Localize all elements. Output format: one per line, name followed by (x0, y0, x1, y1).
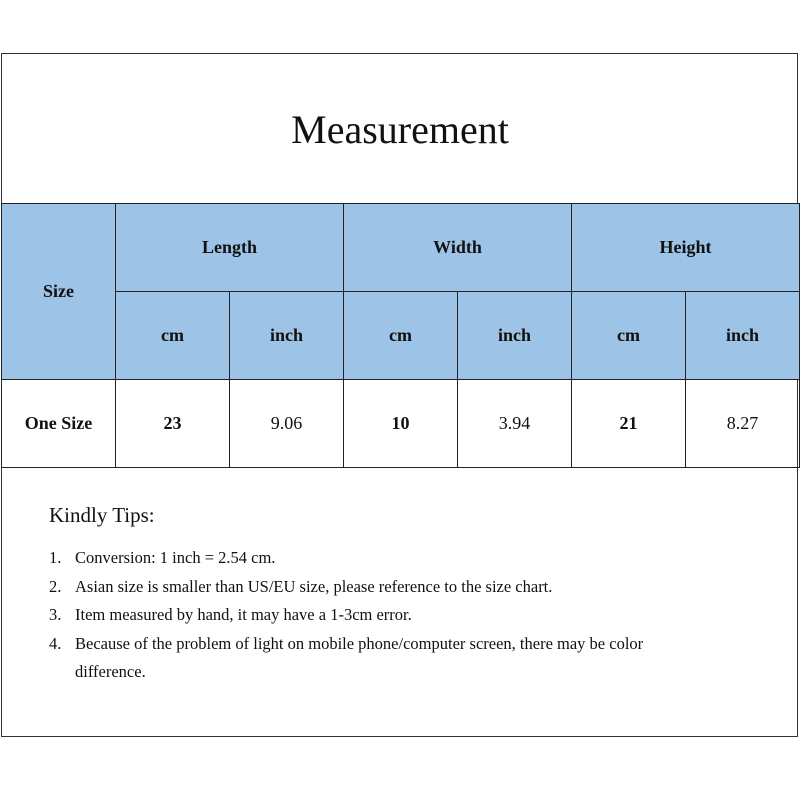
list-item: 3. Item measured by hand, it may have a 1… (49, 601, 665, 630)
item-number: 1. (49, 548, 62, 567)
item-number: 4. (49, 633, 62, 653)
item-text: Conversion: 1 inch = 2.54 cm. (75, 548, 276, 567)
size-cell: One Size (1, 379, 116, 468)
kindly-tips: Kindly Tips: 1. Conversion: 1 inch = 2.54… (49, 500, 665, 687)
item-number: 2. (49, 576, 62, 596)
header-height: Height (571, 203, 800, 292)
list-item: 2. Asian size is smaller than US/EU size,… (49, 573, 665, 602)
unit-header: cm (115, 291, 230, 380)
value-cell: 3.94 (457, 379, 573, 468)
value-cell: 10 (343, 379, 459, 468)
header-width: Width (343, 203, 573, 292)
table-row: One Size 23 9.06 10 3.94 21 8.27 (1, 379, 800, 468)
value-cell: 8.27 (685, 379, 800, 468)
unit-header: inch (228, 291, 345, 380)
list-item: 4. Because of the problem of light on mob… (49, 630, 665, 687)
tips-list: 1. Conversion: 1 inch = 2.54 cm. 2. Asian … (49, 544, 665, 687)
header-length: Length (114, 203, 345, 292)
unit-header: inch (457, 291, 573, 380)
tips-heading: Kindly Tips: (49, 503, 155, 527)
unit-header: inch (685, 291, 800, 380)
unit-header: cm (343, 291, 459, 380)
table-unit-row: cm inch cm inch cm inch (2, 291, 800, 380)
item-text: Item measured by hand, it may have a 1-3… (75, 605, 412, 624)
item-text: Asian size is smaller than US/EU size, p… (75, 576, 553, 596)
unit-header: cm (571, 291, 687, 380)
value-cell: 21 (571, 379, 687, 468)
table-header-row: Size Length Width Height (1, 203, 800, 380)
value-cell: 9.06 (228, 379, 345, 468)
page-title: Measurement (291, 107, 509, 152)
list-item: 1. Conversion: 1 inch = 2.54 cm. (49, 544, 665, 573)
item-text: Because of the problem of light on mobil… (75, 633, 644, 682)
size-header: Size (1, 203, 116, 380)
item-number: 3. (49, 605, 62, 624)
size-table: Size Length Width Height cm inch cm inch… (1, 203, 800, 468)
value-cell: 23 (115, 379, 230, 468)
